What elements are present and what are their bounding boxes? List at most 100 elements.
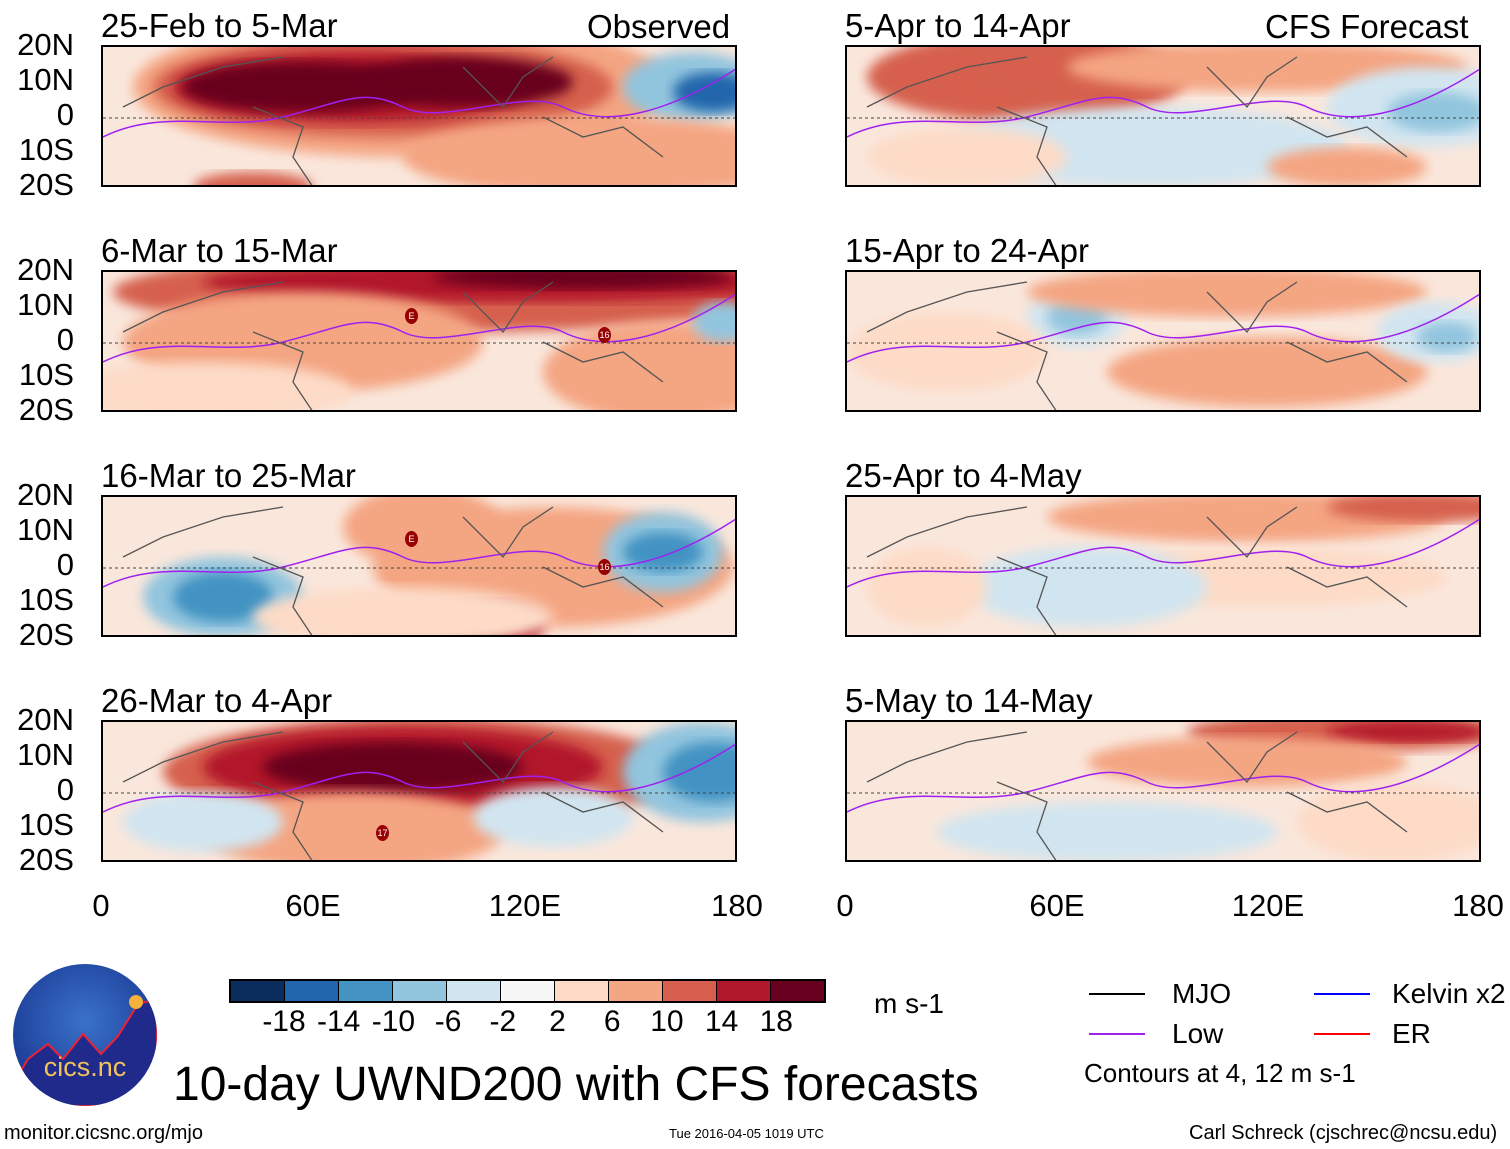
- colorbar-label: -6: [434, 1005, 462, 1038]
- legend-label-low: Low: [1172, 1018, 1224, 1049]
- panel-title: 5-Apr to 14-Apr: [845, 7, 1071, 44]
- y-tick-label: 20N: [17, 252, 74, 287]
- colorbar-label: 18: [759, 1005, 793, 1038]
- panel-title: 25-Apr to 4-May: [845, 457, 1082, 494]
- low-contour: [103, 68, 735, 138]
- map-panel-observed-1: E 16: [101, 270, 737, 412]
- y-tick-label: 20N: [17, 27, 74, 62]
- y-tick-label: 20S: [18, 392, 74, 427]
- footer-timestamp: Tue 2016-04-05 1019 UTC: [669, 1126, 824, 1141]
- wind-anomaly-blob: [173, 572, 273, 622]
- coastline: [122, 281, 664, 410]
- coastline: [866, 731, 1408, 860]
- coastline: [866, 56, 1408, 185]
- y-tick-label: 10N: [17, 287, 74, 322]
- wind-anomaly-blob: [1297, 782, 1479, 860]
- map-panel-forecast-3: [845, 720, 1481, 862]
- y-tick-label: 20S: [18, 842, 74, 877]
- wind-anomaly-blob: [403, 117, 735, 185]
- wind-anomaly-blob: [663, 742, 735, 802]
- y-tick-label: 20S: [18, 167, 74, 202]
- legend-line-er: [1314, 1033, 1370, 1035]
- map-panel-forecast-1: [845, 270, 1481, 412]
- low-contour: [847, 68, 1479, 138]
- legend-line-mjo: [1089, 993, 1145, 995]
- colorbar-swatch: [447, 981, 501, 1001]
- colorbar-label: -2: [489, 1005, 517, 1038]
- coastline: [122, 731, 664, 860]
- low-contour: [847, 518, 1479, 588]
- wind-anomaly-blob: [433, 272, 733, 289]
- x-tick-left-0: 0: [92, 888, 110, 923]
- x-tick-left-60e: 60E: [285, 888, 341, 923]
- colorbar-swatch: [717, 981, 771, 1001]
- low-contour: [103, 293, 735, 363]
- panel-title: 15-Apr to 24-Apr: [845, 232, 1089, 269]
- x-tick-right-0: 0: [836, 888, 854, 923]
- cics-logo: cics.nc: [13, 964, 157, 1106]
- colorbar-swatch: [393, 981, 447, 1001]
- y-tick-label: 0: [56, 772, 74, 807]
- x-tick-right-60e: 60E: [1029, 888, 1085, 923]
- wind-anomaly-blob: [103, 362, 353, 410]
- tropical-cyclone-marker: 16: [598, 559, 611, 575]
- footer-url[interactable]: monitor.cicsnc.org/mjo: [4, 1122, 203, 1144]
- colorbar-label: -10: [371, 1005, 416, 1038]
- panel-title: 16-Mar to 25-Mar: [101, 457, 356, 494]
- colorbar-swatch: [285, 981, 339, 1001]
- map-panel-observed-0: [101, 45, 737, 187]
- wind-anomaly-blob: [673, 72, 735, 112]
- colorbar-swatch: [609, 981, 663, 1001]
- y-tick-label: 10S: [18, 807, 74, 842]
- wind-anomaly-blob: [1387, 92, 1479, 132]
- tropical-cyclone-marker: 16: [598, 327, 611, 343]
- y-tick-label: 20N: [17, 477, 74, 512]
- x-tick-right-120e: 120E: [1231, 888, 1305, 923]
- low-contour: [103, 743, 735, 813]
- legend-label-mjo: MJO: [1172, 978, 1232, 1009]
- wind-anomaly-blob: [203, 792, 503, 860]
- tropical-cyclone-marker: E: [405, 531, 418, 547]
- wind-anomaly-blob: [193, 172, 313, 185]
- cfs-forecast-label: CFS Forecast: [1265, 8, 1469, 45]
- wind-anomaly-blob: [253, 587, 553, 635]
- wind-anomaly-blob: [867, 127, 1067, 185]
- wind-anomaly-blob: [867, 547, 987, 627]
- y-tick-label: 20N: [17, 702, 74, 737]
- map-panel-forecast-0: [845, 45, 1481, 187]
- wind-anomaly-blob: [1327, 722, 1479, 742]
- y-tick-label: 10N: [17, 62, 74, 97]
- x-tick-left-180: 180: [711, 888, 763, 923]
- colorbar: [229, 979, 826, 1003]
- colorbar-swatch: [231, 981, 285, 1001]
- y-tick-label: 0: [56, 547, 74, 582]
- map-panel-observed-3: 17: [101, 720, 737, 862]
- colorbar-units: m s-1: [874, 988, 944, 1019]
- colorbar-swatch: [663, 981, 717, 1001]
- y-tick-label: 10S: [18, 582, 74, 617]
- y-tick-label: 10N: [17, 512, 74, 547]
- wind-anomaly-blob: [693, 302, 735, 342]
- map-panel-forecast-2: [845, 495, 1481, 637]
- colorbar-label: 2: [549, 1005, 566, 1038]
- wind-anomaly-blob: [263, 742, 523, 792]
- x-tick-right-180: 180: [1452, 888, 1504, 923]
- logo-text: cics.nc: [43, 1052, 127, 1082]
- x-tick-left-120e: 120E: [488, 888, 562, 923]
- tropical-cyclone-marker: E: [405, 308, 418, 324]
- wind-anomaly-blob: [473, 787, 633, 847]
- y-tick-label: 20S: [18, 617, 74, 652]
- mountain-icon: [13, 995, 157, 1106]
- wind-anomaly-blob: [543, 322, 735, 410]
- coastline: [122, 56, 664, 185]
- wind-anomaly-blob: [847, 312, 1047, 392]
- wind-anomaly-blob: [353, 57, 573, 107]
- wind-anomaly-blob: [1417, 322, 1477, 352]
- colorbar-swatch: [501, 981, 555, 1001]
- wind-anomaly-blob: [1087, 737, 1407, 787]
- y-tick-label: 10S: [18, 357, 74, 392]
- coastline: [122, 506, 664, 635]
- y-tick-label: 10N: [17, 737, 74, 772]
- map-panel-observed-2: E 16: [101, 495, 737, 637]
- colorbar-swatch: [771, 981, 824, 1001]
